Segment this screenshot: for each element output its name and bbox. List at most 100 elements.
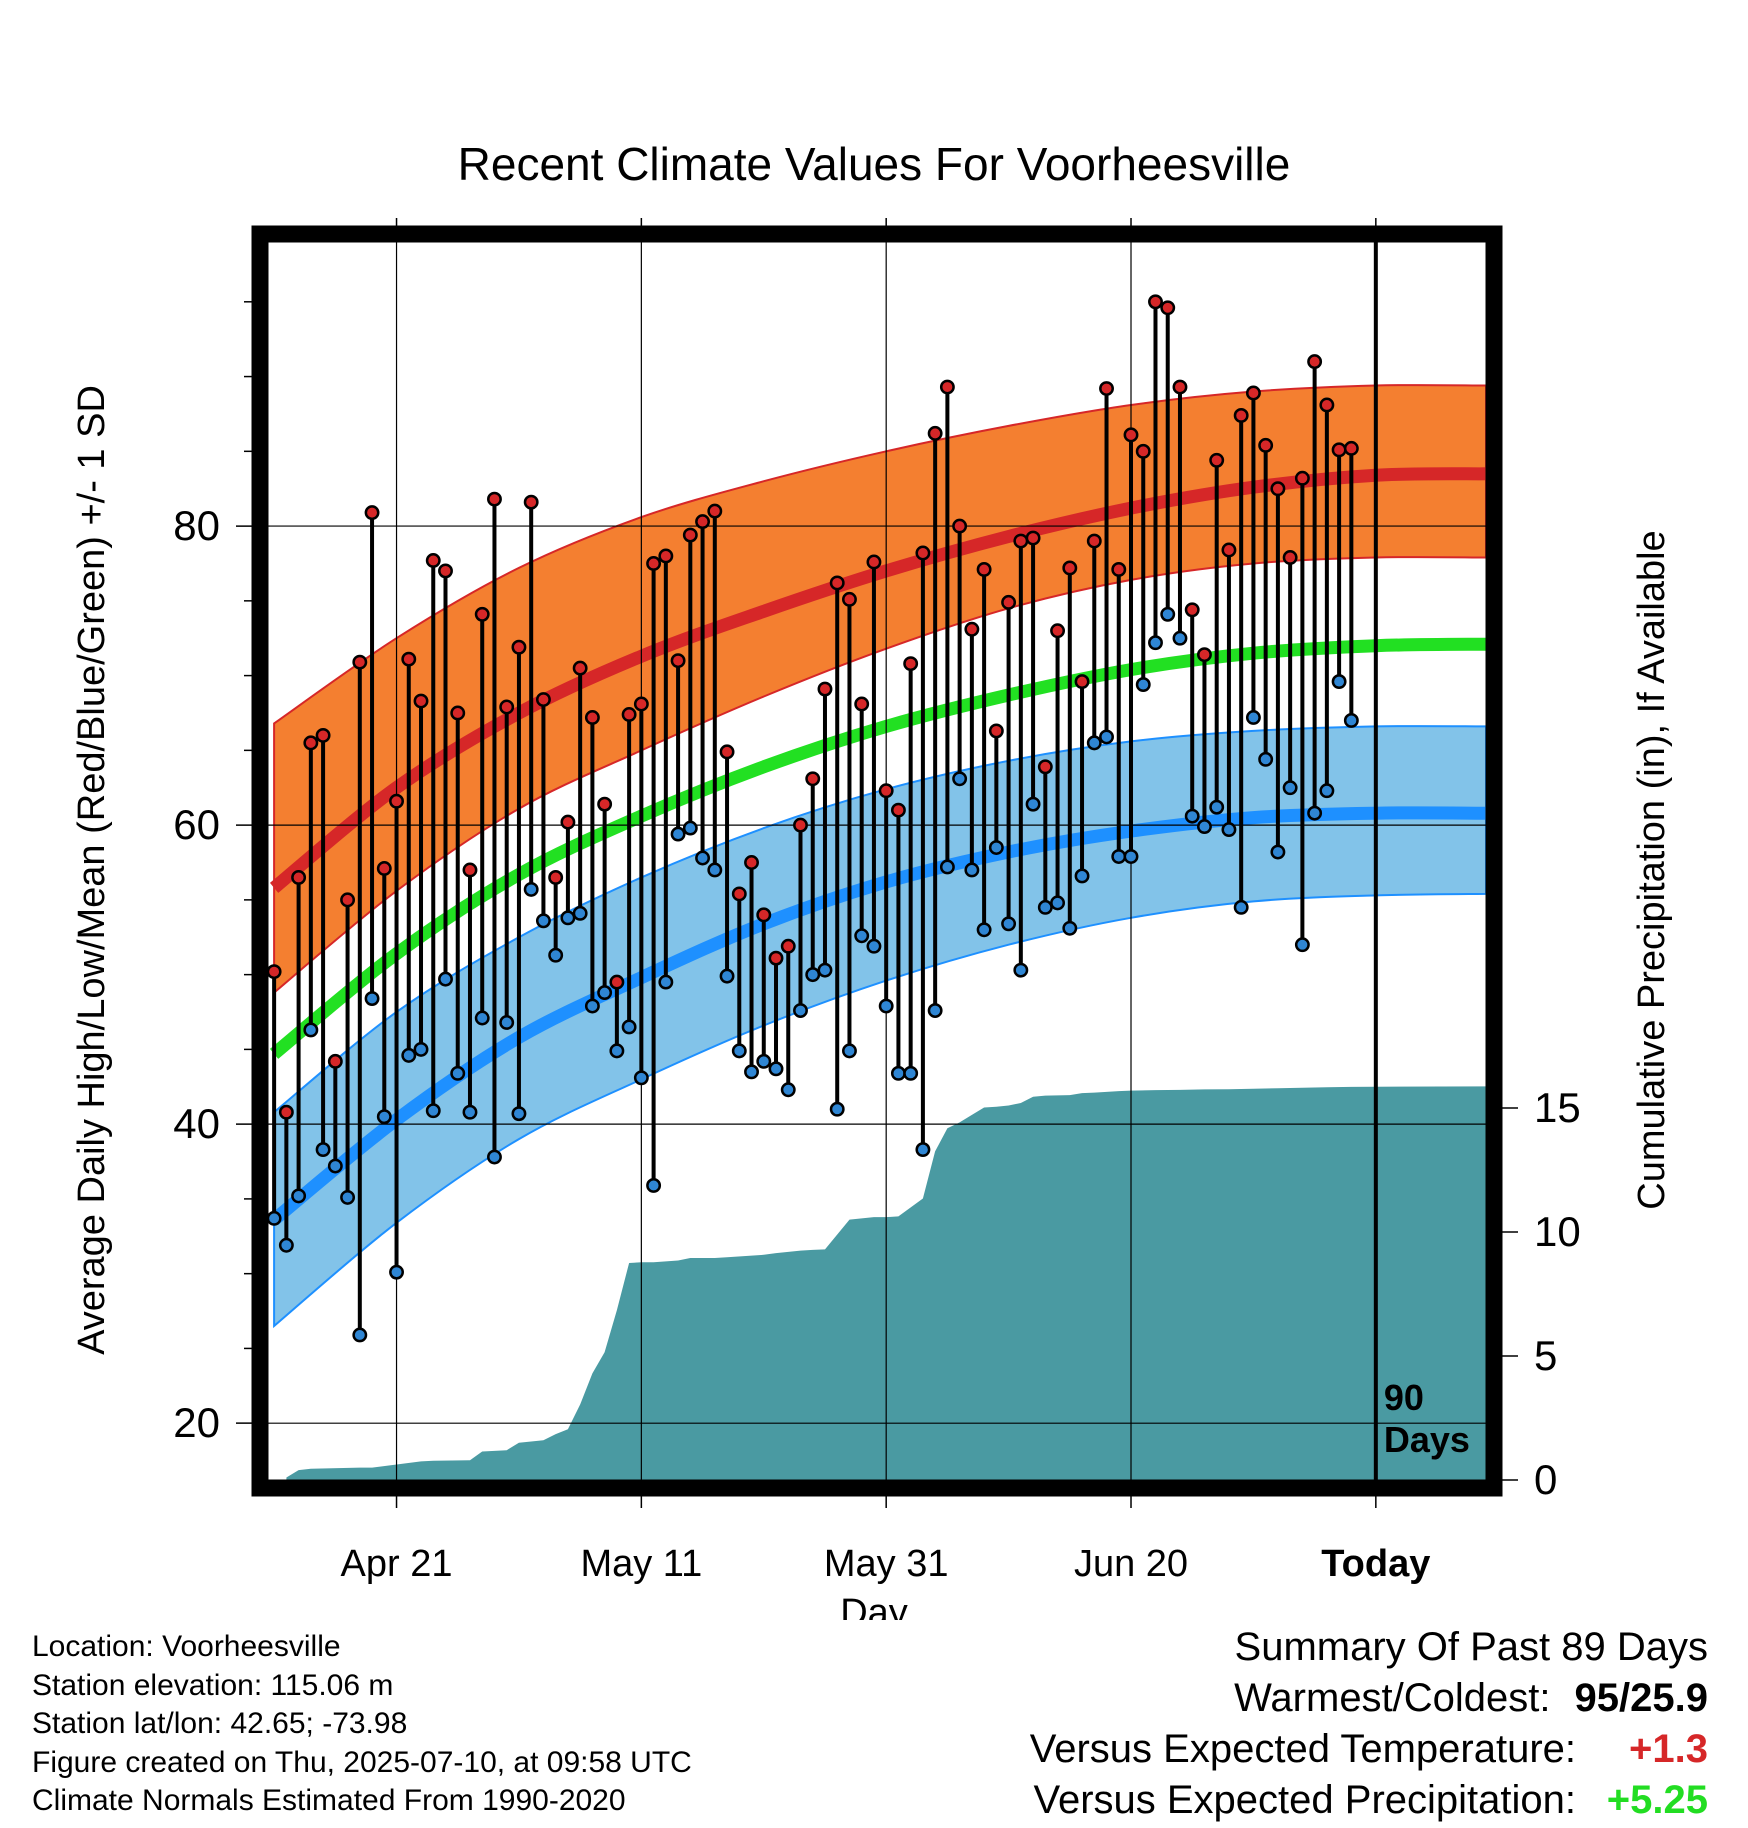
daily-high-point xyxy=(401,651,417,667)
daily-high-point xyxy=(633,696,649,712)
daily-high-point xyxy=(780,938,796,954)
daily-low-point xyxy=(597,985,613,1001)
daily-low-point xyxy=(976,922,992,938)
daily-low-point xyxy=(842,1043,857,1059)
daily-low-point xyxy=(327,1158,343,1174)
daily-high-point xyxy=(756,907,772,923)
daily-high-point xyxy=(927,425,943,441)
daily-low-point xyxy=(340,1189,356,1205)
daily-low-point xyxy=(1221,822,1237,838)
x-axis-label: Day xyxy=(840,1592,908,1620)
daily-high-point xyxy=(474,606,490,622)
daily-low-point xyxy=(829,1101,845,1117)
summary-temp-row: Versus Expected Temperature: +1.3 xyxy=(1030,1724,1708,1775)
daily-low-point xyxy=(1111,849,1127,864)
daily-high-point xyxy=(389,793,404,809)
daily-low-point xyxy=(462,1104,478,1120)
daily-high-point xyxy=(535,692,551,707)
daily-low-point xyxy=(780,1082,796,1098)
daily-low-point xyxy=(425,1103,441,1119)
daily-low-point xyxy=(1343,713,1359,728)
daily-low-point xyxy=(291,1188,307,1204)
daily-low-point xyxy=(572,905,588,921)
daily-high-point xyxy=(793,817,808,833)
daily-high-point xyxy=(903,656,919,672)
daily-high-point xyxy=(523,494,539,510)
daily-low-point xyxy=(401,1047,417,1063)
daily-low-point xyxy=(413,1041,429,1057)
daily-high-point xyxy=(462,862,478,878)
daily-low-point xyxy=(988,840,1004,855)
daily-low-point xyxy=(1331,674,1347,690)
today-annotation-line1: 90 xyxy=(1384,1377,1424,1418)
daily-low-point xyxy=(878,998,894,1014)
y2-tick-label: 15 xyxy=(1534,1084,1581,1131)
daily-low-point xyxy=(1172,630,1188,646)
daily-high-point xyxy=(340,892,356,908)
daily-high-point xyxy=(560,814,576,830)
x-tick-label: Apr 21 xyxy=(341,1543,453,1585)
daily-high-point xyxy=(964,621,980,637)
x-tick-label: May 11 xyxy=(580,1543,702,1585)
daily-high-point xyxy=(1319,397,1335,413)
x-tick-label: Jun 20 xyxy=(1074,1543,1188,1585)
daily-high-point xyxy=(817,681,833,697)
daily-high-point xyxy=(1331,442,1347,458)
y-tick-label: 60 xyxy=(173,801,220,848)
temp-departure-value: +1.3 xyxy=(1629,1727,1708,1771)
daily-high-point xyxy=(915,545,931,561)
daily-low-point xyxy=(499,1015,515,1030)
daily-high-point xyxy=(1111,561,1127,577)
daily-high-point xyxy=(1233,407,1249,423)
daily-high-point xyxy=(413,693,429,709)
daily-low-point xyxy=(560,910,576,926)
daily-low-point xyxy=(523,881,539,897)
daily-low-point xyxy=(584,998,600,1014)
daily-high-point xyxy=(890,802,906,818)
warmest-label: Warmest/Coldest: xyxy=(1234,1676,1551,1720)
daily-high-point xyxy=(829,575,845,591)
y-tick-label: 40 xyxy=(173,1100,220,1147)
y-axis-label: Average Daily High/Low/Mean (Red/Blue/Gr… xyxy=(71,385,113,1355)
daily-high-point xyxy=(291,869,307,885)
daily-high-point xyxy=(1209,452,1225,468)
daily-high-point xyxy=(1258,437,1274,453)
daily-high-point xyxy=(548,869,564,885)
daily-high-point xyxy=(1123,427,1139,443)
daily-high-point xyxy=(646,556,662,571)
daily-high-point xyxy=(597,796,613,812)
daily-low-point xyxy=(915,1142,931,1158)
daily-high-point xyxy=(438,563,453,579)
daily-low-point xyxy=(793,1003,808,1018)
daily-high-point xyxy=(976,561,992,577)
today-annotation-line2: Days xyxy=(1384,1419,1470,1460)
daily-low-point xyxy=(1062,920,1078,936)
daily-low-point xyxy=(1050,895,1066,911)
x-tick-label: Today xyxy=(1321,1543,1430,1585)
daily-high-point xyxy=(1135,443,1151,459)
daily-high-point xyxy=(805,771,821,787)
daily-high-point xyxy=(670,653,686,669)
daily-high-point xyxy=(1270,481,1286,497)
daily-high-point xyxy=(1343,440,1359,456)
daily-high-point xyxy=(682,527,698,543)
daily-high-point xyxy=(1086,533,1102,549)
daily-low-point xyxy=(1245,710,1261,725)
daily-high-point xyxy=(878,783,894,799)
plot-area xyxy=(268,242,1486,1480)
daily-high-point xyxy=(1001,594,1017,610)
daily-high-point xyxy=(278,1104,294,1120)
daily-high-point xyxy=(1062,560,1078,576)
daily-low-point xyxy=(1037,899,1053,915)
daily-low-point xyxy=(890,1065,906,1081)
daily-high-point xyxy=(1282,550,1298,565)
daily-low-point xyxy=(268,1210,282,1226)
summary-precip-row: Versus Expected Precipitation: +5.25 xyxy=(1030,1775,1708,1826)
daily-low-point xyxy=(670,826,686,842)
daily-high-point xyxy=(364,505,380,521)
daily-low-point xyxy=(376,1109,392,1125)
daily-high-point xyxy=(695,514,711,530)
daily-low-point xyxy=(1148,635,1163,651)
temp-departure-label: Versus Expected Temperature: xyxy=(1029,1727,1576,1771)
daily-high-point xyxy=(1013,533,1029,549)
